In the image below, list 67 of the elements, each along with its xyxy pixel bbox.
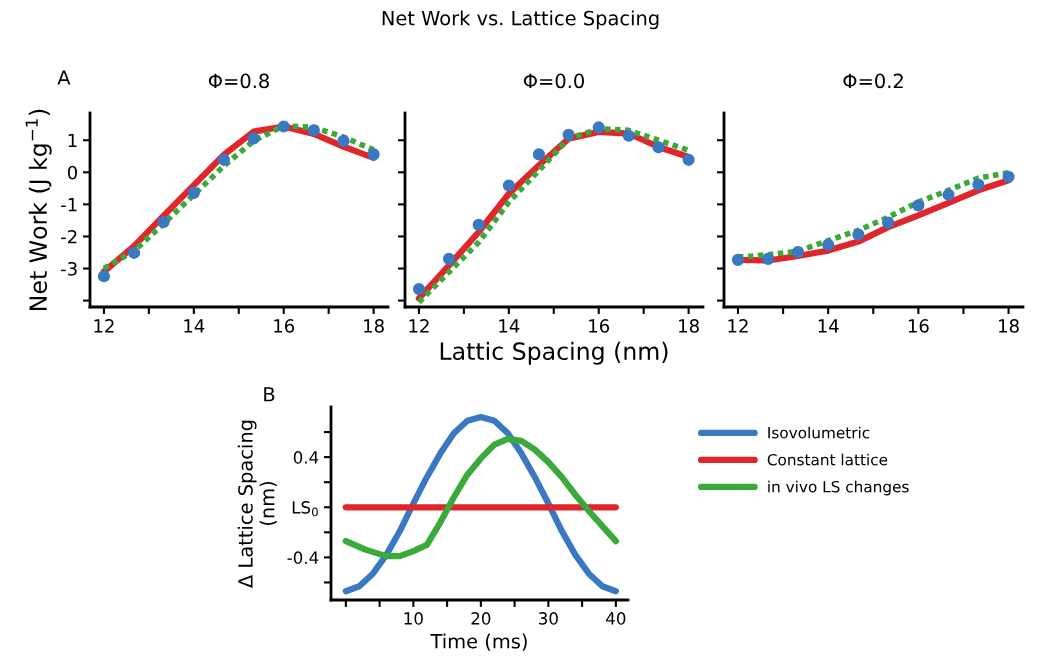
- point: [307, 124, 320, 137]
- point: [277, 120, 290, 133]
- point: [972, 178, 985, 191]
- x-axis-title: Time (ms): [430, 633, 527, 651]
- x-tick-label: 14: [184, 319, 205, 333]
- point: [822, 238, 835, 251]
- point: [247, 132, 260, 145]
- point: [412, 282, 426, 296]
- point: [912, 199, 925, 212]
- point: [942, 188, 955, 201]
- x-tick-label: 14: [818, 319, 839, 333]
- text: Net Work vs. Lattice Spacing: [382, 10, 659, 30]
- y-tick-label: 0.4: [293, 451, 319, 464]
- point: [472, 218, 485, 231]
- point: [442, 252, 456, 265]
- text: B: [264, 387, 275, 402]
- y-tick-label: -0.4: [287, 551, 319, 564]
- legend-label: Constant lattice: [767, 453, 888, 466]
- x-tick-label: 10: [404, 612, 423, 625]
- y-tick-label: -3: [61, 261, 77, 276]
- y-tick-label: 1: [68, 133, 77, 148]
- y-tick-label: 0: [67, 165, 77, 180]
- point: [882, 216, 895, 229]
- chart-title: Φ=0.0: [523, 73, 584, 89]
- x-tick-label: 16: [908, 319, 929, 333]
- y-tick-label: LS$_{0}$: [292, 501, 318, 517]
- x-tick-label: 18: [679, 319, 699, 333]
- x-tick-label: 40: [606, 612, 626, 625]
- x-tick-label: 18: [364, 319, 384, 333]
- point: [367, 148, 380, 161]
- point: [622, 129, 635, 142]
- point: [502, 179, 515, 192]
- point: [762, 252, 775, 265]
- x-tick-label: 20: [471, 612, 491, 625]
- point: [682, 153, 695, 166]
- text: A: [57, 70, 71, 85]
- point: [187, 186, 200, 199]
- x-tick-label: 12: [94, 319, 114, 333]
- point: [97, 270, 111, 283]
- chart-title: Φ=0.8: [208, 73, 269, 89]
- point: [652, 141, 665, 154]
- x-tick-label: 16: [274, 319, 295, 333]
- point: [1002, 170, 1015, 183]
- x-tick-label: 12: [728, 319, 748, 333]
- legend-label: in vivo LS changes: [768, 480, 909, 496]
- point: [562, 128, 575, 141]
- point: [337, 134, 350, 147]
- point: [592, 121, 605, 134]
- x-tick-label: 12: [409, 319, 429, 333]
- x-tick-label: 30: [539, 612, 558, 625]
- y-axis-title: Δ Lattice Spacing (nm): [237, 420, 277, 588]
- x-tick-label: 14: [499, 319, 520, 333]
- y-tick-label: -2: [61, 229, 77, 244]
- point: [852, 228, 865, 241]
- point: [731, 253, 745, 266]
- point: [157, 215, 170, 229]
- y-tick-label: -1: [61, 198, 77, 212]
- legend-label: Isovolumetric: [768, 426, 870, 439]
- chart-title: Φ=0.2: [843, 73, 903, 89]
- x-tick-label: 16: [589, 319, 610, 333]
- y-axis-title: Net Work (J kg$^{−1}$): [25, 109, 52, 310]
- x-tick-label: 18: [999, 319, 1019, 333]
- point: [791, 246, 805, 259]
- point: [532, 148, 546, 161]
- point: [127, 246, 141, 259]
- point: [217, 153, 231, 166]
- x-axis-title: Lattic Spacing (nm): [440, 341, 668, 365]
